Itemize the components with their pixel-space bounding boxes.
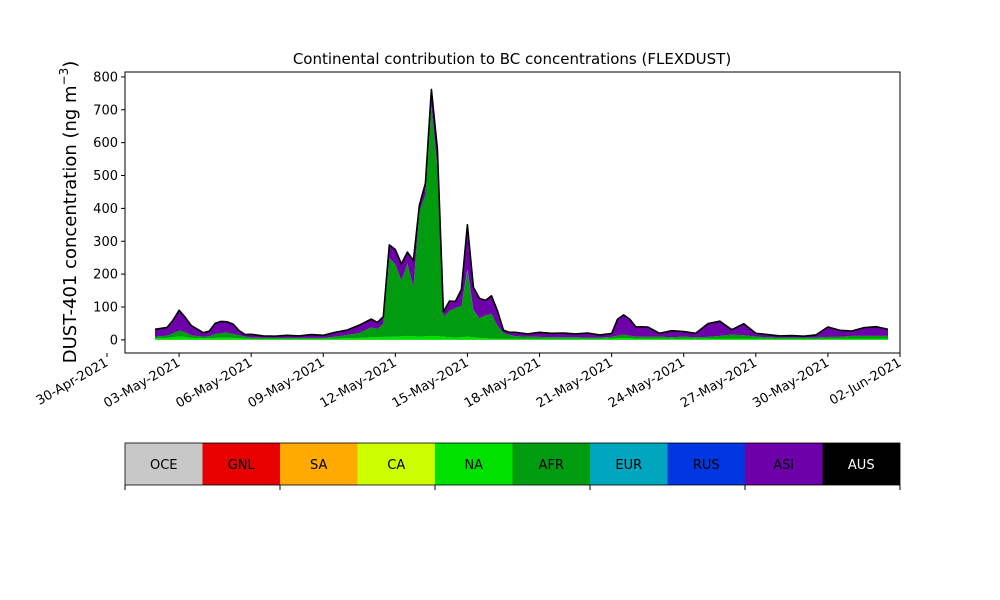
x-axis: 30-Apr-202103-May-202106-May-202109-May-…: [34, 353, 904, 411]
legend-label-afr: AFR: [539, 458, 564, 473]
legend-label-na: NA: [464, 458, 483, 473]
legend-label-sa: SA: [310, 458, 327, 473]
y-axis-label: DUST-401 concentration (ng m−3): [57, 61, 81, 364]
x-tick-label: 21-May-2021: [534, 355, 616, 411]
legend-label-rus: RUS: [693, 458, 720, 473]
legend-swatch-sa: [280, 443, 358, 485]
x-tick-label: 27-May-2021: [678, 355, 760, 411]
y-tick-label: 0: [110, 333, 118, 348]
legend-label-aus: AUS: [848, 458, 875, 473]
legend-label-asi: ASI: [773, 458, 794, 473]
y-tick-label: 300: [93, 235, 118, 250]
area-asi: [155, 89, 888, 338]
y-axis-label-close: ): [60, 61, 81, 68]
legend-colorbar: OCE GNL SA CA NA AFR EUR RUS ASI AUS: [124, 442, 901, 490]
x-tick-label: 03-May-2021: [101, 355, 183, 411]
y-tick-label: 800: [93, 70, 118, 85]
y-tick-label: 400: [93, 202, 118, 217]
x-tick-label: 18-May-2021: [462, 355, 544, 411]
x-tick-label: 12-May-2021: [318, 355, 400, 411]
x-tick-label: 02-Jun-2021: [827, 355, 904, 408]
legend-label-ca: CA: [387, 458, 405, 473]
x-tick-label: 30-May-2021: [750, 355, 832, 411]
legend-swatch-na: [435, 443, 513, 485]
legend-label-oce: OCE: [150, 458, 178, 473]
y-tick-label: 600: [93, 136, 118, 151]
y-axis: 0 100 200 300 400 500 600 700 800: [93, 70, 125, 348]
legend-swatch-afr: [512, 443, 590, 485]
y-axis-label-main: DUST-401 concentration (ng m: [60, 85, 81, 363]
legend-label-eur: EUR: [615, 458, 642, 473]
plot-frame: [124, 71, 901, 354]
legend-label-gnl: GNL: [228, 458, 256, 473]
chart-title: Continental contribution to BC concentra…: [293, 50, 731, 68]
y-tick-label: 200: [93, 268, 118, 283]
area-na: [155, 335, 888, 340]
legend-swatch-eur: [590, 443, 668, 485]
x-tick-label: 09-May-2021: [246, 355, 328, 411]
y-tick-label: 500: [93, 169, 118, 184]
y-tick-label: 700: [93, 103, 118, 118]
x-tick-label: 06-May-2021: [173, 355, 255, 411]
x-tick-label: 24-May-2021: [606, 355, 688, 411]
legend-frame: [124, 442, 901, 486]
total-line: [154, 88, 889, 337]
y-tick-label: 100: [93, 300, 118, 315]
x-tick-label: 15-May-2021: [390, 355, 472, 411]
legend-swatch-rus: [667, 443, 745, 485]
area-eur: [155, 105, 888, 338]
area-afr: [155, 105, 888, 339]
legend-swatch-gnl: [202, 443, 280, 485]
legend-swatch-ca: [357, 443, 435, 485]
legend-swatch-aus: [822, 443, 900, 485]
y-axis-label-sup: −3: [57, 68, 71, 86]
legend-swatch-asi: [745, 443, 823, 485]
plot-area: [124, 71, 901, 354]
legend-swatch-oce: [125, 443, 203, 485]
